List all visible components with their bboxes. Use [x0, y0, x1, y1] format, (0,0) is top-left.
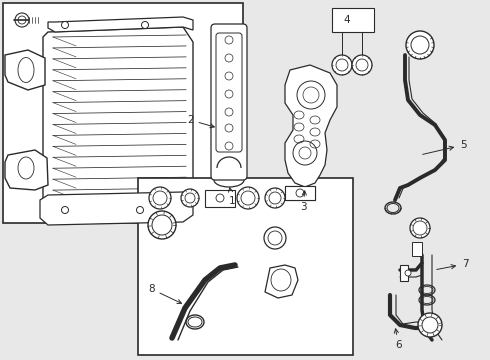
Circle shape: [225, 108, 233, 116]
Circle shape: [332, 55, 352, 75]
Circle shape: [268, 231, 282, 245]
FancyBboxPatch shape: [216, 33, 242, 152]
Polygon shape: [5, 150, 48, 190]
Circle shape: [411, 36, 429, 54]
Circle shape: [264, 227, 286, 249]
Bar: [400, 265, 408, 281]
Circle shape: [293, 141, 317, 165]
Text: 3: 3: [300, 191, 307, 212]
Polygon shape: [48, 17, 193, 32]
Circle shape: [62, 207, 69, 213]
Polygon shape: [5, 50, 45, 90]
Circle shape: [418, 313, 442, 337]
Circle shape: [405, 270, 411, 276]
Circle shape: [422, 317, 438, 333]
Circle shape: [225, 36, 233, 44]
Circle shape: [336, 59, 348, 71]
Circle shape: [265, 188, 285, 208]
Text: 6: 6: [394, 329, 402, 350]
Bar: [332, 8, 374, 32]
Circle shape: [296, 189, 304, 197]
Text: 7: 7: [437, 259, 468, 270]
FancyBboxPatch shape: [211, 24, 247, 180]
Circle shape: [352, 55, 372, 75]
Circle shape: [241, 191, 255, 205]
Circle shape: [225, 142, 233, 150]
Circle shape: [148, 211, 176, 239]
Text: 5: 5: [423, 140, 466, 154]
Circle shape: [410, 218, 430, 238]
Circle shape: [299, 147, 311, 159]
Polygon shape: [285, 186, 315, 200]
Circle shape: [137, 207, 144, 213]
Bar: [285, 186, 315, 200]
Circle shape: [225, 124, 233, 132]
Circle shape: [303, 87, 319, 103]
Circle shape: [15, 13, 29, 27]
Bar: [3, 3, 243, 223]
Polygon shape: [205, 190, 235, 207]
Text: 8: 8: [148, 284, 181, 303]
Circle shape: [185, 193, 195, 203]
Text: 4: 4: [343, 15, 350, 25]
Polygon shape: [285, 65, 337, 187]
Circle shape: [153, 191, 167, 205]
Circle shape: [225, 72, 233, 80]
Text: 1: 1: [228, 188, 236, 206]
Circle shape: [269, 192, 281, 204]
Circle shape: [181, 189, 199, 207]
Circle shape: [225, 90, 233, 98]
Circle shape: [237, 187, 259, 209]
Circle shape: [297, 81, 325, 109]
Circle shape: [152, 215, 172, 235]
Circle shape: [406, 31, 434, 59]
Circle shape: [216, 194, 224, 202]
Polygon shape: [265, 265, 298, 298]
Bar: [138, 178, 353, 355]
Circle shape: [142, 22, 148, 28]
Circle shape: [149, 187, 171, 209]
Bar: [412, 242, 422, 256]
Circle shape: [413, 221, 427, 235]
Circle shape: [18, 16, 26, 24]
Circle shape: [356, 59, 368, 71]
Text: 2: 2: [187, 115, 214, 128]
Circle shape: [62, 22, 69, 28]
Polygon shape: [43, 27, 193, 217]
Circle shape: [225, 54, 233, 62]
Polygon shape: [40, 192, 193, 225]
